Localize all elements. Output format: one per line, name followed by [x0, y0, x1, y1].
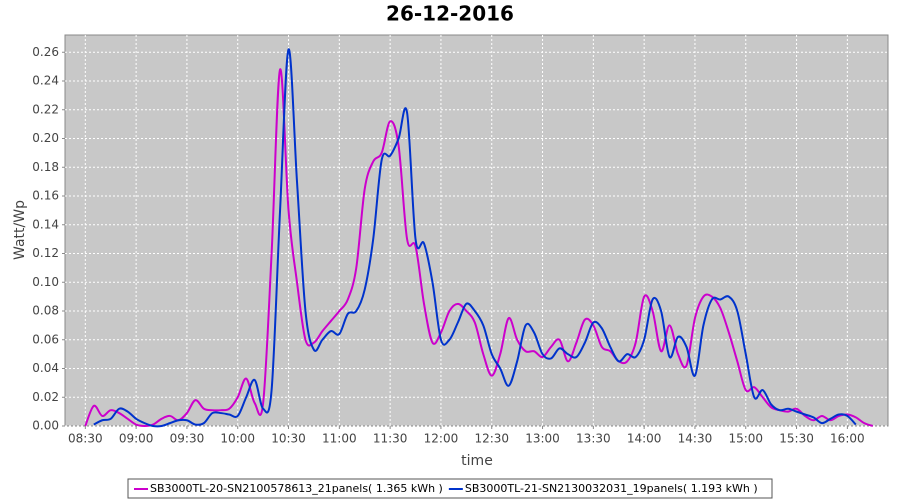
x-tick-label: 10:30	[271, 432, 306, 446]
x-tick-label: 13:00	[525, 432, 560, 446]
x-tick-label: 09:00	[119, 432, 154, 446]
legend-label: SB3000TL-21-SN2130032031_19panels( 1.193…	[465, 482, 758, 495]
y-tick-label: 0.22	[32, 102, 59, 116]
x-tick-label: 14:30	[678, 432, 713, 446]
chart-title: 26-12-2016	[386, 2, 514, 26]
x-tick-label: 11:30	[373, 432, 408, 446]
x-tick-label: 08:30	[68, 432, 103, 446]
x-tick-label: 09:30	[170, 432, 205, 446]
y-tick-label: 0.02	[32, 390, 59, 404]
y-tick-label: 0.00	[32, 419, 59, 433]
x-tick-label: 15:30	[779, 432, 814, 446]
legend-label: SB3000TL-20-SN2100578613_21panels( 1.365…	[150, 482, 443, 495]
y-tick-label: 0.26	[32, 45, 59, 59]
x-tick-label: 11:00	[322, 432, 357, 446]
x-tick-label: 10:00	[220, 432, 255, 446]
x-tick-label: 12:30	[474, 432, 509, 446]
x-axis-label: time	[461, 453, 493, 469]
y-tick-label: 0.18	[32, 160, 59, 174]
y-tick-label: 0.10	[32, 275, 59, 289]
x-tick-label: 13:30	[576, 432, 611, 446]
y-tick-label: 0.06	[32, 332, 59, 346]
y-tick-label: 0.04	[32, 361, 59, 375]
y-tick-label: 0.20	[32, 131, 59, 145]
x-tick-label: 12:00	[424, 432, 459, 446]
y-tick-label: 0.16	[32, 189, 59, 203]
y-tick-label: 0.24	[32, 74, 59, 88]
x-tick-label: 14:00	[627, 432, 662, 446]
y-tick-label: 0.14	[32, 217, 59, 231]
series-line	[93, 48, 857, 428]
y-tick-label: 0.08	[32, 304, 59, 318]
series-line	[84, 68, 874, 428]
x-tick-label: 16:00	[830, 432, 865, 446]
x-tick-label: 15:00	[728, 432, 763, 446]
plot-area	[64, 34, 889, 427]
y-axis-label: Watt/Wp	[12, 200, 28, 260]
y-tick-label: 0.12	[32, 246, 59, 260]
